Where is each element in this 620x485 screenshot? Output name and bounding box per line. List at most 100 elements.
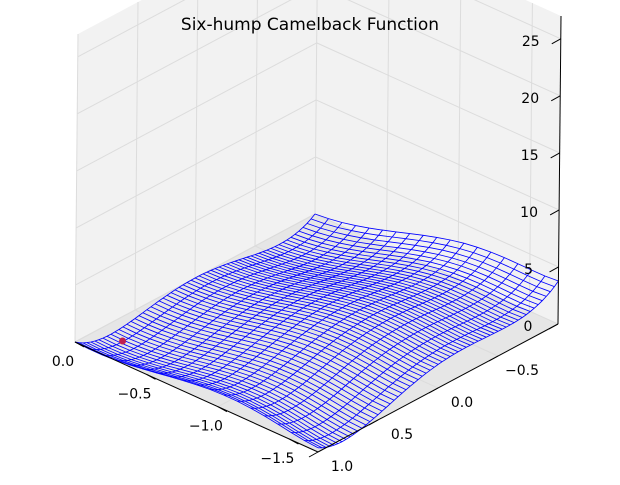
wire-line-y: [214, 268, 459, 353]
x-tick-label: 0.0: [52, 354, 74, 370]
wire-line-y: [246, 256, 491, 336]
gridline-x: [528, 3, 533, 312]
wire-line-y: [162, 297, 407, 391]
chart-title: Six-hump Camelback Function: [181, 15, 439, 35]
z-tick-label: 10: [520, 205, 538, 221]
wire-line-y: [110, 333, 355, 435]
wire-line-y: [98, 339, 343, 443]
wire-line-y: [226, 263, 471, 346]
wire-line-y: [126, 323, 371, 422]
gridline-y: [194, 0, 199, 279]
wire-line-y: [290, 236, 535, 309]
wire-line-y: [298, 230, 543, 302]
wire-line-y: [130, 321, 375, 419]
wire-line-y: [122, 326, 367, 426]
x-axis-line: [74, 341, 319, 453]
gridline-y: [254, 245, 499, 357]
gridline-z: [316, 42, 560, 154]
gridline-z: [473, 0, 561, 40]
wire-line-y: [106, 335, 351, 438]
wire-line-y: [134, 318, 379, 416]
z-tick: [548, 323, 559, 330]
wire-line-y: [314, 213, 559, 282]
gridline-x: [385, 0, 390, 247]
z-tick-label: 20: [521, 91, 539, 107]
minimum-marker: [119, 337, 127, 345]
gridline-z: [315, 156, 559, 268]
x-tick: [146, 373, 156, 380]
z-tick-label: 15: [521, 148, 539, 164]
z-tick: [549, 209, 560, 216]
x-tick: [217, 406, 228, 413]
wire-line-y: [154, 303, 399, 398]
wire-line-y: [270, 248, 515, 323]
y-tick: [368, 419, 379, 426]
z-tick-label: 0: [524, 319, 533, 335]
x-tick-label: −0.5: [118, 386, 152, 402]
x-tick: [289, 438, 299, 445]
wire-line-y: [234, 260, 479, 342]
wire-line-y: [90, 341, 335, 446]
wire-line-y: [174, 289, 419, 380]
y-tick-label: 1.0: [331, 459, 353, 475]
gridline-y: [134, 1, 139, 311]
wire-line-y: [146, 309, 391, 405]
wire-line-y: [150, 306, 395, 401]
wire-line-y: [306, 222, 551, 293]
wire-line-y: [302, 226, 547, 297]
wire-line-y: [182, 284, 427, 374]
wire-line-y: [138, 315, 383, 412]
z-tick: [550, 95, 561, 102]
wire-line-y: [274, 246, 519, 321]
wire-line-y: [194, 277, 439, 365]
wire-line-y: [210, 269, 455, 355]
wire-line-y: [86, 342, 331, 447]
wire-line-y: [186, 282, 431, 371]
wire-line-y: [250, 255, 495, 334]
wire-line-y: [102, 337, 347, 440]
wire-line-y: [282, 242, 527, 315]
x-tick-label: −1.5: [260, 451, 294, 467]
gridline-y: [74, 33, 79, 343]
surface-wireframe: [74, 213, 559, 449]
wire-line-y: [170, 292, 415, 384]
wire-line-y: [198, 275, 443, 363]
axis-panes: [75, 0, 561, 452]
wire-line-y: [178, 286, 423, 377]
wire-line-y: [166, 294, 411, 387]
wire-line-y: [82, 342, 327, 448]
y-tick-label: −0.5: [505, 363, 539, 379]
wire-line-y: [286, 239, 531, 312]
wire-line-y: [262, 251, 507, 328]
wire-line-y: [294, 233, 539, 305]
x-tick: [74, 341, 85, 348]
wire-line-y: [218, 266, 463, 350]
y-tick-label: 0.5: [391, 427, 413, 443]
gridline-z: [77, 0, 186, 58]
wire-line-y: [78, 342, 323, 449]
axis-ticks: −1.5 −1.0 −0.5 0.0 −0.5 0.0 0.5 1.0 0 5 10 15 20 25: [52, 34, 562, 475]
wire-line-y: [222, 265, 467, 348]
wire-line-y: [202, 273, 447, 360]
wire-line-y: [254, 254, 499, 332]
wire-line-y: [94, 340, 339, 444]
wire-line-y: [266, 249, 511, 326]
wire-line-y: [114, 331, 359, 432]
wire-line-y: [190, 279, 435, 368]
z-axis-line: [557, 15, 562, 325]
gridline-x: [314, 0, 318, 215]
wire-line-y: [206, 271, 451, 357]
y-tick: [428, 387, 439, 394]
wire-line-y: [118, 329, 363, 429]
z-tick: [550, 152, 560, 159]
gridline-y: [254, 0, 258, 247]
gridline-z: [347, 0, 561, 97]
z-tick: [551, 38, 562, 45]
gridline-z: [315, 99, 560, 211]
x-tick-label: −1.0: [189, 419, 223, 435]
z-tick: [549, 266, 559, 273]
gridline-x: [457, 0, 462, 279]
y-tick: [488, 355, 499, 362]
